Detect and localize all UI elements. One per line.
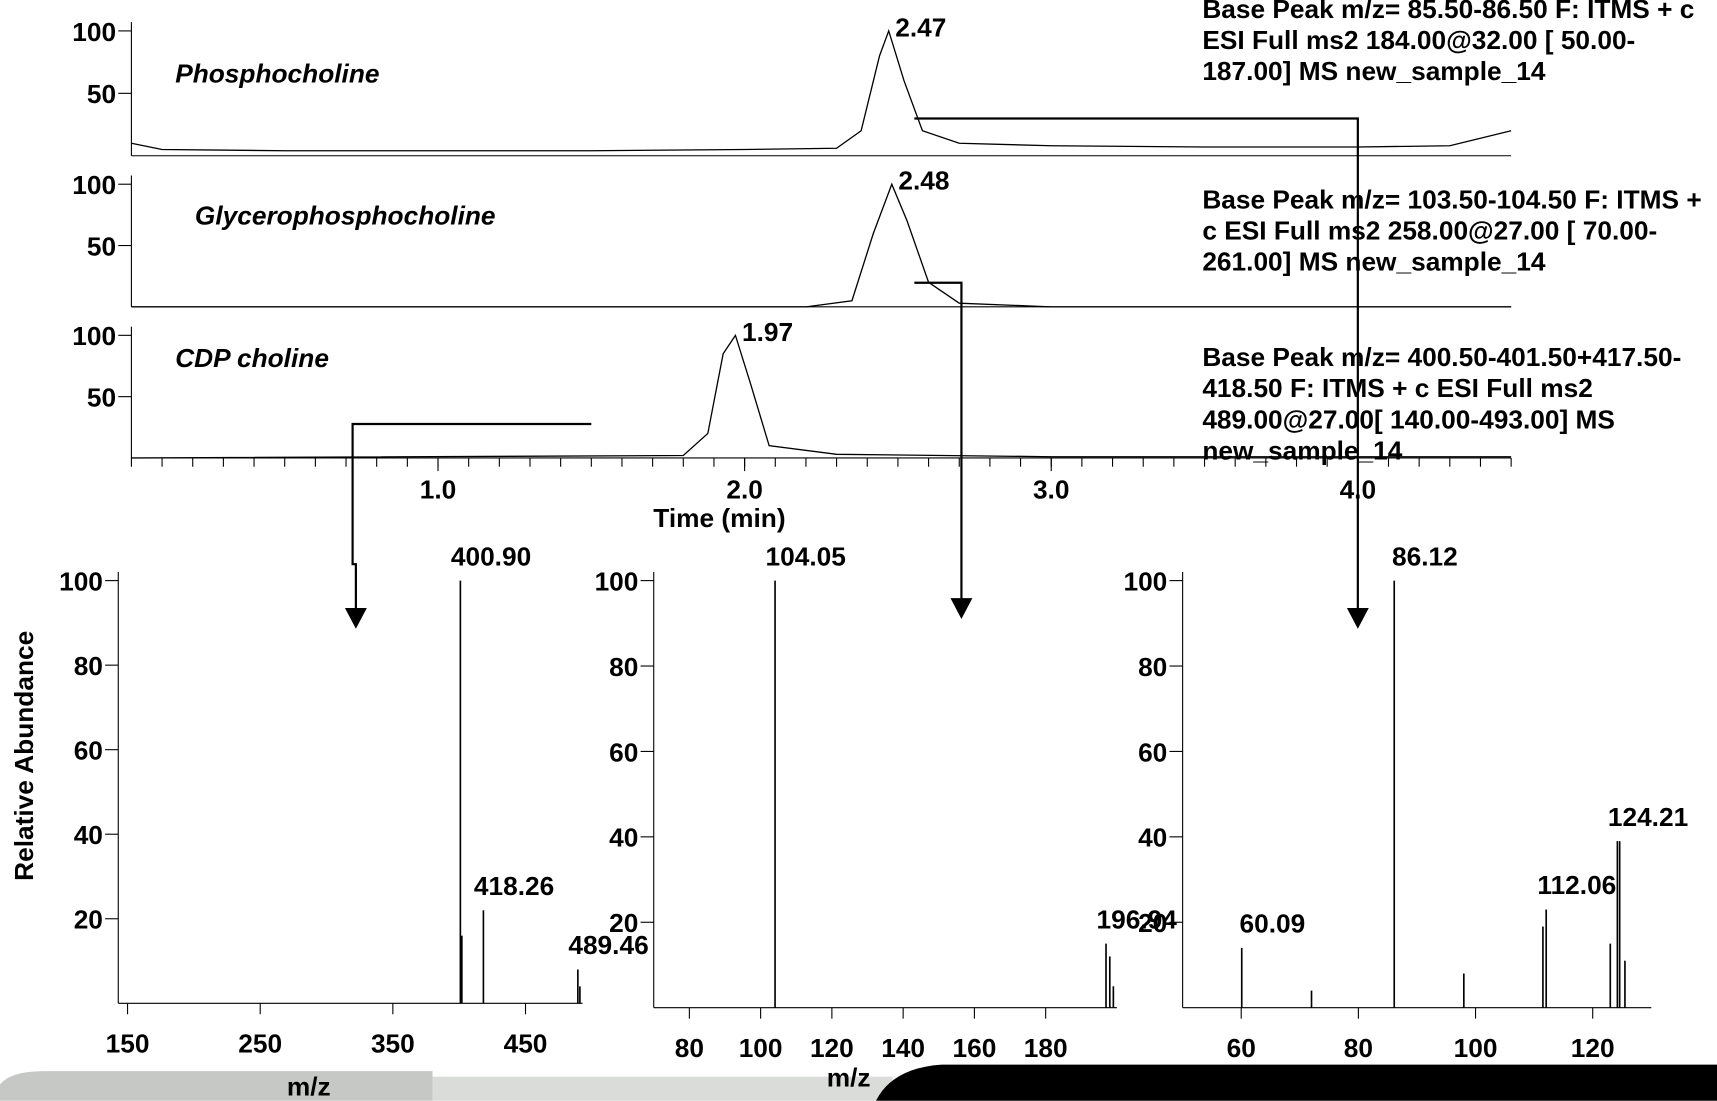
x-tick-label: 3.0 — [1033, 474, 1070, 504]
y-tick-label: 20 — [1138, 908, 1167, 938]
x-tick-label: 450 — [504, 1029, 548, 1059]
y-tick-label: 100 — [72, 321, 116, 351]
y-tick-label: 80 — [609, 652, 638, 682]
y-tick-label: 60 — [609, 737, 638, 767]
trace — [131, 28, 1512, 152]
peak-label: 400.90 — [451, 541, 531, 571]
x-tick-label: 80 — [675, 1033, 704, 1063]
x-tick-label: 120 — [1571, 1033, 1615, 1063]
compound-name: CDP choline — [175, 343, 329, 373]
y-tick-label: 50 — [87, 231, 116, 261]
y-tick-label: 80 — [74, 651, 103, 681]
compound-name: Glycerophosphocholine — [195, 201, 496, 231]
y-tick-label: 40 — [609, 823, 638, 853]
y-tick-label: 100 — [1123, 566, 1167, 596]
scan-filter: Base Peak m/z= 85.50-86.50 F: ITMS + c — [1202, 0, 1694, 24]
scan-filter: Base Peak m/z= 400.50-401.50+417.50- — [1202, 342, 1681, 372]
x-tick-label: 100 — [739, 1033, 783, 1063]
x-tick-label: 1.0 — [420, 474, 457, 504]
connector — [914, 117, 1359, 614]
peak-label: 104.05 — [766, 541, 846, 571]
peak-label: 2.48 — [898, 166, 949, 196]
peak-label: 60.09 — [1240, 909, 1306, 939]
scan-filter: ESI Full ms2 184.00@32.00 [ 50.00- — [1202, 25, 1635, 55]
peak-label: 418.26 — [474, 871, 554, 901]
y-tick-label: 20 — [74, 905, 103, 935]
trace — [131, 182, 1512, 308]
y-tick-label: 60 — [74, 736, 103, 766]
y-tick-label: 20 — [609, 908, 638, 938]
x-tick-label: 160 — [952, 1033, 996, 1063]
y-axis-label: Relative Abundance — [9, 631, 39, 881]
scan-filter: 489.00@27.00[ 140.00-493.00] MS — [1202, 404, 1615, 434]
x-axis-label: Time (min) — [653, 503, 785, 533]
scan-filter: new_sample_14 — [1202, 436, 1402, 466]
arrow-head — [344, 607, 367, 629]
scan-filter: 418.50 F: ITMS + c ESI Full ms2 — [1202, 373, 1592, 403]
y-tick-label: 100 — [595, 566, 639, 596]
x-axis-label: m/z — [827, 1063, 871, 1093]
footer-band — [432, 1076, 893, 1101]
footer-band — [0, 1071, 433, 1101]
arrow-head — [1346, 607, 1369, 629]
x-tick-label: 100 — [1454, 1033, 1498, 1063]
footer-band — [876, 1064, 1717, 1101]
y-tick-label: 50 — [87, 383, 116, 413]
peak-label: 124.21 — [1608, 802, 1688, 832]
x-tick-label: 150 — [106, 1029, 150, 1059]
x-tick-label: 80 — [1344, 1033, 1373, 1063]
trace — [131, 333, 1512, 459]
x-tick-label: 120 — [810, 1033, 854, 1063]
peak-label: 2.47 — [895, 12, 946, 42]
scan-filter: Base Peak m/z= 103.50-104.50 F: ITMS + — [1202, 184, 1701, 214]
y-tick-label: 100 — [72, 170, 116, 200]
peak-label: 112.06 — [1537, 870, 1616, 900]
peak-label: 1.97 — [742, 317, 793, 347]
x-tick-label: 250 — [238, 1029, 282, 1059]
arrow-head — [950, 598, 973, 619]
connector — [351, 422, 592, 614]
x-tick-label: 60 — [1227, 1033, 1256, 1063]
x-tick-label: 350 — [371, 1029, 415, 1059]
y-tick-label: 80 — [1138, 652, 1167, 682]
compound-name: Phosphocholine — [175, 58, 379, 88]
x-axis-label: m/z — [287, 1071, 331, 1101]
y-tick-label: 40 — [1138, 823, 1167, 853]
scan-filter: 261.00] MS new_sample_14 — [1202, 247, 1546, 277]
y-tick-label: 100 — [72, 17, 116, 47]
y-tick-label: 100 — [59, 566, 103, 596]
peak-label: 86.12 — [1392, 541, 1458, 571]
scan-filter: c ESI Full ms2 258.00@27.00 [ 70.00- — [1202, 216, 1657, 246]
peak-label: 489.46 — [568, 930, 648, 960]
y-tick-label: 60 — [1138, 737, 1167, 767]
x-tick-label: 4.0 — [1340, 474, 1377, 504]
x-tick-label: 180 — [1024, 1033, 1068, 1063]
y-tick-label: 50 — [87, 79, 116, 109]
connector — [914, 281, 963, 603]
scan-filter: 187.00] MS new_sample_14 — [1202, 56, 1546, 86]
x-tick-label: 140 — [881, 1033, 925, 1063]
peak-label: 196.94 — [1097, 904, 1178, 934]
x-tick-label: 2.0 — [726, 474, 763, 504]
y-tick-label: 40 — [74, 820, 103, 850]
